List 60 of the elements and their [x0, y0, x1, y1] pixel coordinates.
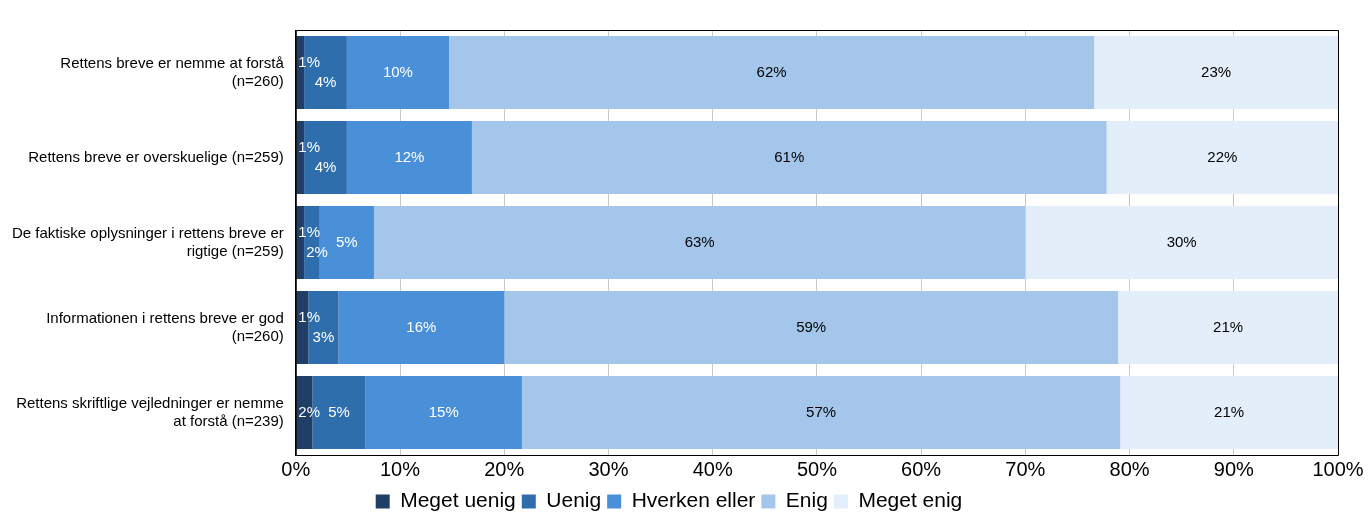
y-tick-label: Rettens breve er overskuelige (n=259)	[28, 147, 284, 165]
bar	[1118, 290, 1338, 365]
bar	[373, 205, 1026, 280]
data-label: 10%	[382, 62, 413, 80]
legend-label: Meget enig	[858, 488, 963, 512]
data-label: 63%	[684, 232, 715, 250]
bar	[346, 120, 472, 195]
data-label: 12%	[394, 147, 425, 165]
x-tick-label: 40%	[692, 457, 733, 480]
data-label: 4%	[314, 72, 337, 90]
data-label: 2%	[306, 242, 328, 260]
x-tick-label: 30%	[588, 457, 629, 480]
data-label: 15%	[428, 402, 459, 420]
data-label: 5%	[328, 402, 350, 420]
data-label: 2%	[298, 402, 320, 420]
data-label: 30%	[1166, 232, 1197, 250]
x-tick-label: 10%	[380, 457, 421, 480]
data-label: 16%	[406, 317, 437, 335]
x-tick-label: 0%	[281, 457, 311, 480]
data-label: 1%	[298, 222, 320, 240]
data-label: 22%	[1207, 147, 1238, 165]
data-label: 1%	[298, 307, 320, 325]
x-tick-label: 80%	[1109, 457, 1150, 480]
data-label: 59%	[796, 317, 827, 335]
data-label: 5%	[336, 232, 358, 250]
data-label: 4%	[314, 157, 337, 175]
bar	[449, 35, 1095, 110]
bar	[504, 290, 1119, 365]
data-label: 1%	[298, 137, 320, 155]
data-label: 21%	[1213, 317, 1244, 335]
bar	[1025, 205, 1338, 280]
legend-label: Hverken eller	[631, 488, 756, 512]
x-tick-label: 90%	[1213, 457, 1255, 480]
bar	[1106, 120, 1338, 195]
data-label: 21%	[1214, 402, 1245, 420]
x-tick-label: 70%	[1005, 457, 1046, 480]
data-label: 57%	[806, 402, 837, 420]
y-tick-label: De faktiske oplysninger i rettens breve er rigtige (n=259)	[12, 223, 284, 259]
x-tick-label: 100%	[1312, 457, 1364, 480]
bar	[1094, 35, 1338, 110]
bar	[521, 375, 1121, 450]
data-label: 1%	[298, 52, 320, 70]
y-tick-label: Rettens breve er nemme at forstå (n=260)	[60, 53, 285, 89]
bar	[471, 120, 1107, 195]
data-label: 23%	[1201, 62, 1232, 80]
y-tick-label: Rettens skriftlige vejledninger er nemme at forstå (n=239)	[16, 393, 284, 429]
bar	[346, 35, 449, 110]
bar	[365, 375, 522, 450]
data-label: 62%	[756, 62, 787, 80]
legend-label: Meget uenig	[400, 488, 516, 512]
x-tick-label: 20%	[484, 457, 525, 480]
data-label: 61%	[774, 147, 805, 165]
data-label: 3%	[312, 327, 335, 345]
legend-label: Uenig	[546, 488, 602, 512]
x-tick-label: 60%	[901, 457, 942, 480]
legend-label: Enig	[785, 488, 828, 512]
y-tick-label: Informationen i rettens breve er god (n=260)	[46, 308, 284, 344]
bar	[338, 290, 505, 365]
x-tick-label: 50%	[796, 457, 838, 480]
bar	[1120, 375, 1338, 450]
